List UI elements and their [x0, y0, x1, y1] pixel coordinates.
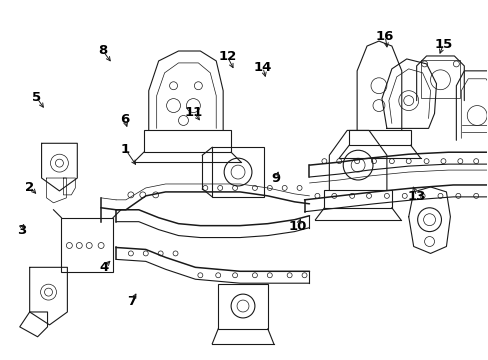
Bar — [212, 147, 264, 197]
Text: 2: 2 — [25, 181, 35, 194]
Text: 16: 16 — [375, 30, 394, 43]
Text: 11: 11 — [184, 105, 202, 119]
Bar — [143, 130, 231, 152]
Text: 7: 7 — [127, 295, 136, 308]
Text: 15: 15 — [433, 38, 451, 51]
Bar — [61, 218, 113, 272]
Text: 9: 9 — [271, 172, 280, 185]
Bar — [420, 60, 459, 98]
Text: 10: 10 — [288, 220, 306, 233]
Bar — [324, 190, 391, 208]
Text: 1: 1 — [121, 143, 130, 156]
Text: 14: 14 — [253, 61, 271, 74]
Text: 6: 6 — [120, 113, 129, 126]
Text: 3: 3 — [17, 224, 26, 237]
Text: 12: 12 — [218, 50, 236, 63]
Text: 5: 5 — [32, 91, 41, 104]
Bar — [348, 130, 410, 145]
Text: 8: 8 — [98, 44, 107, 57]
Text: 13: 13 — [407, 190, 425, 203]
Bar — [218, 284, 267, 329]
Text: 4: 4 — [99, 261, 108, 274]
